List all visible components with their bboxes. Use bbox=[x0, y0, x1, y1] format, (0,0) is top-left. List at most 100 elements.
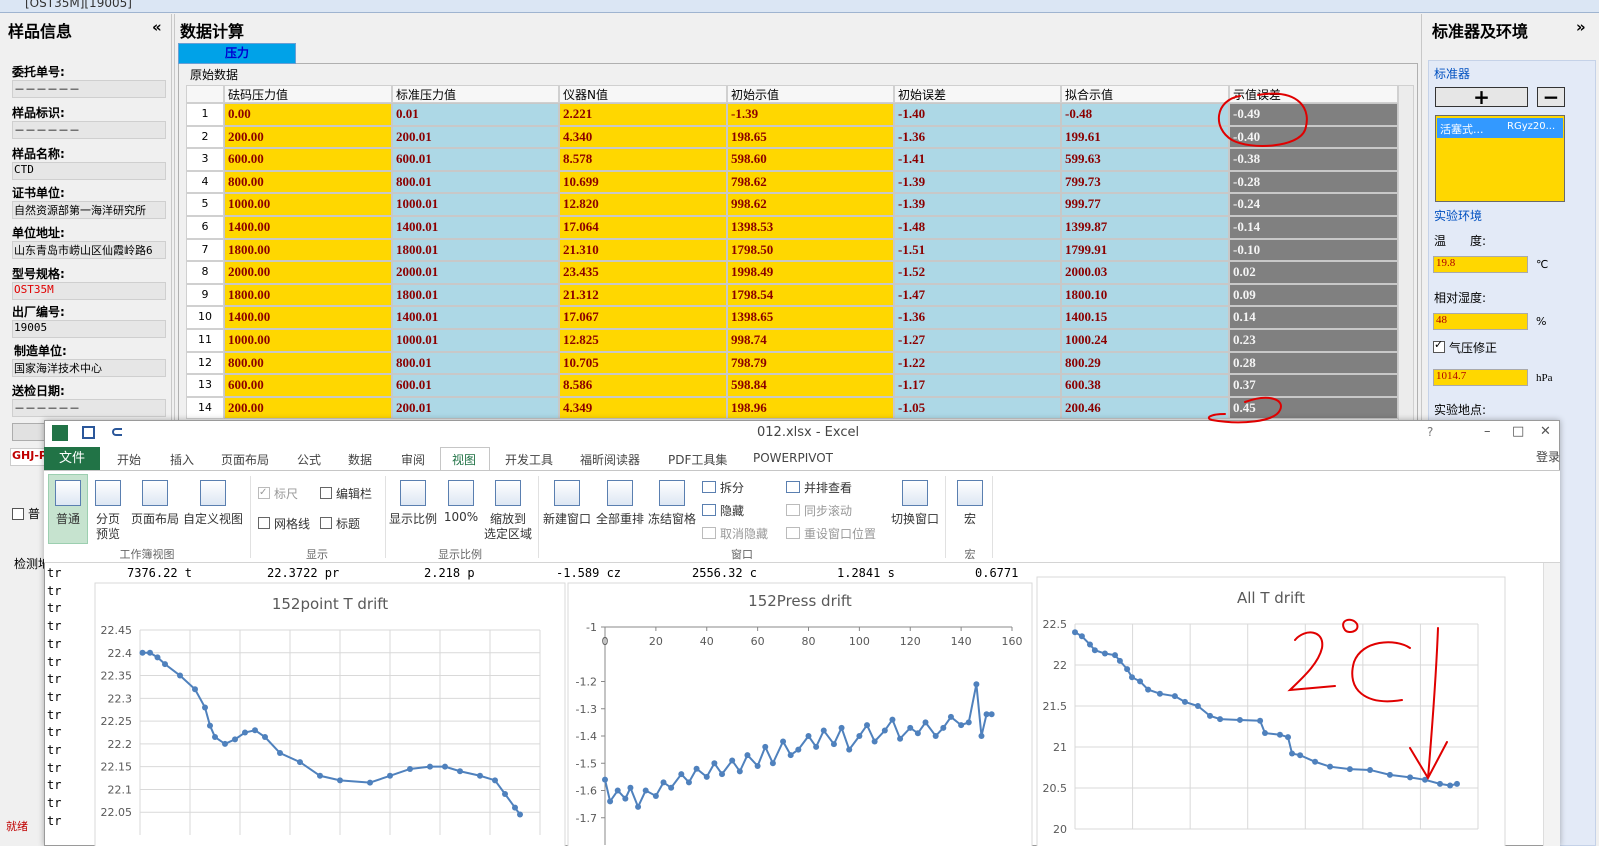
button-icon[interactable] bbox=[659, 480, 685, 506]
table-cell[interactable] bbox=[224, 351, 392, 375]
small-button[interactable]: 取消隐藏 bbox=[720, 527, 769, 541]
button-icon[interactable] bbox=[902, 480, 928, 506]
button-icon[interactable] bbox=[200, 480, 226, 506]
table-cell[interactable] bbox=[1061, 148, 1229, 171]
table-cell[interactable] bbox=[1061, 261, 1229, 284]
table-cell[interactable] bbox=[894, 238, 1061, 262]
table-cell[interactable] bbox=[1061, 374, 1229, 397]
table-cell[interactable] bbox=[1061, 193, 1229, 216]
table-cell[interactable] bbox=[392, 193, 559, 216]
table-cell[interactable] bbox=[727, 125, 894, 149]
table-cell[interactable] bbox=[392, 216, 559, 239]
table-cell[interactable] bbox=[727, 261, 894, 284]
check-label[interactable]: 标尺 bbox=[274, 487, 299, 501]
ribbon-tab[interactable]: 插入 bbox=[170, 453, 195, 467]
table-cell[interactable] bbox=[1061, 306, 1229, 329]
button-icon[interactable] bbox=[957, 480, 983, 506]
table-cell[interactable] bbox=[392, 329, 559, 352]
table-cell[interactable] bbox=[392, 306, 559, 329]
table-cell[interactable] bbox=[1229, 374, 1398, 397]
table-cell[interactable] bbox=[894, 283, 1061, 307]
field-box[interactable] bbox=[12, 359, 166, 377]
ribbon-tab[interactable]: 开始 bbox=[117, 453, 142, 467]
table-cell[interactable] bbox=[392, 261, 559, 284]
table-cell[interactable] bbox=[727, 396, 894, 420]
table-cell[interactable] bbox=[559, 329, 727, 352]
table-cell[interactable] bbox=[392, 148, 559, 171]
button-icon[interactable] bbox=[95, 480, 121, 506]
check-label[interactable]: 网格线 bbox=[274, 517, 311, 531]
tab[interactable]: 压力 bbox=[178, 43, 296, 64]
list-item[interactable]: 活塞式... bbox=[1440, 123, 1484, 136]
button-label[interactable]: 显示比例 bbox=[388, 512, 438, 526]
table-cell[interactable] bbox=[392, 374, 559, 397]
table-cell[interactable] bbox=[392, 396, 559, 420]
table-cell[interactable] bbox=[224, 261, 392, 284]
button-label[interactable]: 缩放到 bbox=[489, 512, 527, 526]
window-button[interactable]: ✕ bbox=[1540, 424, 1551, 439]
button-icon[interactable] bbox=[495, 480, 521, 506]
table-cell[interactable] bbox=[559, 238, 727, 262]
table-cell[interactable] bbox=[559, 283, 727, 307]
ribbon-tab[interactable]: 开发工具 bbox=[505, 453, 554, 467]
table-cell[interactable] bbox=[392, 103, 559, 126]
table-cell[interactable] bbox=[894, 351, 1061, 375]
field-box[interactable] bbox=[12, 320, 166, 338]
table-cell[interactable] bbox=[1229, 170, 1398, 194]
table-cell[interactable] bbox=[559, 193, 727, 216]
table-cell[interactable] bbox=[1229, 148, 1398, 171]
table-cell[interactable] bbox=[392, 238, 559, 262]
table-cell[interactable] bbox=[894, 148, 1061, 171]
window-button[interactable]: – bbox=[1484, 424, 1491, 439]
undo-icon[interactable] bbox=[112, 428, 122, 436]
table-cell[interactable] bbox=[727, 283, 894, 307]
ribbon-tab[interactable]: 视图 bbox=[452, 453, 477, 467]
small-button[interactable]: 隐藏 bbox=[720, 504, 745, 518]
button-label[interactable]: 100% bbox=[443, 510, 479, 524]
table-cell[interactable] bbox=[559, 396, 727, 420]
table-cell[interactable] bbox=[559, 351, 727, 375]
table-cell[interactable] bbox=[1061, 238, 1229, 262]
ribbon-tab[interactable]: 审阅 bbox=[401, 453, 426, 467]
table-cell[interactable] bbox=[894, 193, 1061, 216]
table-cell[interactable] bbox=[224, 306, 392, 329]
field-box[interactable] bbox=[12, 80, 166, 98]
button-label[interactable]: 全部重排 bbox=[595, 512, 645, 526]
login-link[interactable]: 登录 bbox=[1536, 450, 1561, 464]
field-box[interactable] bbox=[12, 121, 166, 139]
button-icon[interactable] bbox=[142, 480, 168, 506]
button-label[interactable]: 自定义视图 bbox=[182, 512, 244, 526]
list-item[interactable]: RGyz20... bbox=[1507, 121, 1556, 132]
table-cell[interactable] bbox=[1061, 170, 1229, 194]
checkbox[interactable] bbox=[320, 487, 332, 499]
field-box[interactable] bbox=[12, 399, 166, 417]
button-label[interactable]: 宏 bbox=[963, 512, 977, 526]
table-cell[interactable] bbox=[727, 238, 894, 262]
table-cell[interactable] bbox=[894, 306, 1061, 329]
ribbon-tab[interactable]: POWERPIVOT bbox=[753, 451, 834, 465]
button-icon[interactable] bbox=[607, 480, 633, 506]
table-cell[interactable] bbox=[559, 261, 727, 284]
table-cell[interactable] bbox=[559, 216, 727, 239]
table-cell[interactable] bbox=[392, 125, 559, 149]
table-cell[interactable] bbox=[224, 374, 392, 397]
table-cell[interactable] bbox=[559, 148, 727, 171]
check-label[interactable]: 标题 bbox=[336, 517, 361, 531]
table-cell[interactable] bbox=[559, 103, 727, 126]
table-cell[interactable] bbox=[1229, 351, 1398, 375]
table-cell[interactable] bbox=[1229, 283, 1398, 307]
table-cell[interactable] bbox=[1229, 261, 1398, 284]
window-button[interactable]: □ bbox=[1512, 424, 1525, 439]
table-cell[interactable] bbox=[559, 125, 727, 149]
table-cell[interactable] bbox=[894, 103, 1061, 126]
table-cell[interactable] bbox=[727, 351, 894, 375]
table-cell[interactable] bbox=[224, 329, 392, 352]
table-cell[interactable] bbox=[224, 238, 392, 262]
table-cell[interactable] bbox=[727, 306, 894, 329]
remove-button[interactable]: − bbox=[1537, 87, 1565, 107]
table-cell[interactable] bbox=[894, 125, 1061, 149]
button-label[interactable]: 预览 bbox=[95, 527, 121, 541]
table-cell[interactable] bbox=[224, 170, 392, 194]
button-label[interactable]: 新建窗口 bbox=[542, 512, 592, 526]
checkbox[interactable] bbox=[12, 508, 24, 520]
